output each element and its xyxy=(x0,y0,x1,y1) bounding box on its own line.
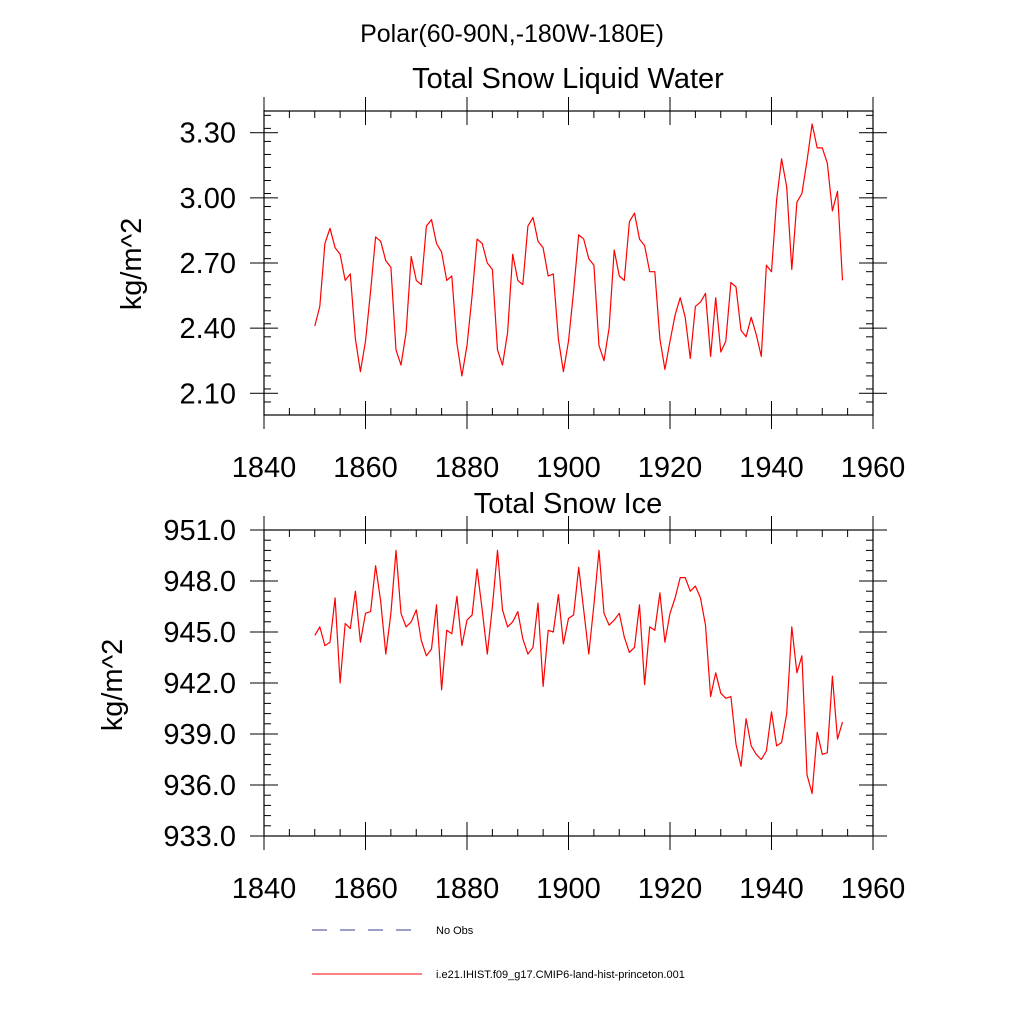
snow-ice-x-tick-label: 1900 xyxy=(536,873,601,905)
liquid-water-x-tick-label: 1960 xyxy=(841,452,906,484)
snow-ice-y-tick-label: 951.0 xyxy=(163,515,236,547)
panel-liquid-water-axes: 1840 1860 1880 1900 1920 1940 1960 2.10 2.40 2.70… xyxy=(180,97,906,484)
panel-snow-ice-title: Total Snow Ice xyxy=(474,488,663,520)
liquid-water-x-tick-label: 1940 xyxy=(739,452,804,484)
snow-ice-y-tick-label: 936.0 xyxy=(163,770,236,802)
liquid-water-x-tick-label: 1920 xyxy=(638,452,703,484)
liquid-water-y-tick-label: 2.40 xyxy=(180,313,236,345)
snow-ice-x-tick-label: 1840 xyxy=(232,873,297,905)
legend-label-model-run: i.e21.IHIST.f09_g17.CMIP6-land-hist-prin… xyxy=(436,969,685,981)
region-title: Polar(60-90N,-180W-180E) xyxy=(360,20,664,48)
snow-ice-y-tick-label: 945.0 xyxy=(163,617,236,649)
snow-ice-y-tick-label: 933.0 xyxy=(163,821,236,853)
snow-ice-y-tick-label: 939.0 xyxy=(163,719,236,751)
legend-label-no-obs: No Obs xyxy=(436,925,474,937)
snow-ice-y-tick-label: 942.0 xyxy=(163,668,236,700)
snow-ice-y-tick-label: 948.0 xyxy=(163,566,236,598)
panel-liquid-water-ylabel: kg/m^2 xyxy=(116,218,148,311)
liquid-water-x-tick-label: 1880 xyxy=(435,452,500,484)
liquid-water-y-tick-label: 2.70 xyxy=(180,248,236,280)
panel-liquid-water: Total Snow Liquid Water kg/m^2 1840 1860 1… xyxy=(116,63,905,484)
liquid-water-y-tick-label: 2.10 xyxy=(180,378,236,410)
snow-ice-series-line xyxy=(314,549,844,795)
liquid-water-series-line xyxy=(314,123,844,377)
liquid-water-y-tick-label: 3.00 xyxy=(180,183,236,215)
snow-ice-x-tick-label: 1960 xyxy=(841,873,906,905)
panel-snow-ice: Total Snow Ice kg/m^2 1840 1860 1880 1900 19… xyxy=(97,488,905,905)
liquid-water-x-tick-label: 1840 xyxy=(232,452,297,484)
panel-snow-ice-ylabel: kg/m^2 xyxy=(97,639,129,732)
liquid-water-x-tick-label: 1900 xyxy=(536,452,601,484)
liquid-water-y-tick-label: 3.30 xyxy=(180,118,236,150)
panel-liquid-water-title: Total Snow Liquid Water xyxy=(412,63,724,95)
liquid-water-x-tick-label: 1860 xyxy=(333,452,398,484)
snow-ice-x-tick-label: 1860 xyxy=(333,873,398,905)
legend: No Obs i.e21.IHIST.f09_g17.CMIP6-land-hi… xyxy=(312,925,685,981)
snow-ice-x-tick-label: 1940 xyxy=(739,873,804,905)
panel-snow-ice-axes: 1840 1860 1880 1900 1920 1940 1960 933.0 936.0 93… xyxy=(163,515,905,905)
snow-ice-x-tick-label: 1920 xyxy=(638,873,703,905)
snow-ice-x-tick-label: 1880 xyxy=(435,873,500,905)
